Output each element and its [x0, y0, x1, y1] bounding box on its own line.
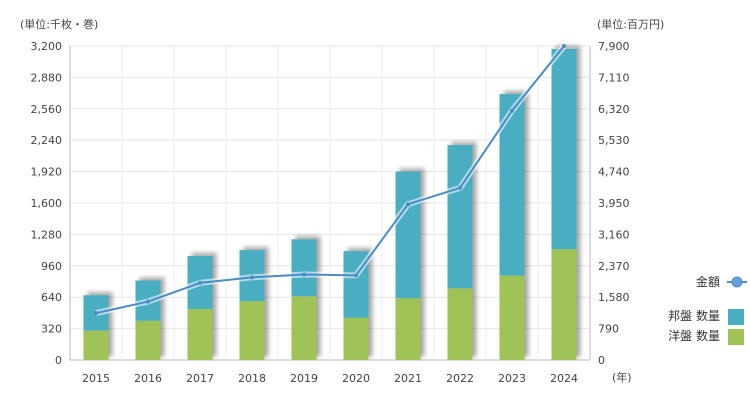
legend-line-icon[interactable]: [727, 276, 747, 288]
x-tick-label: 2016: [134, 372, 162, 385]
bars: [83, 48, 577, 360]
bar-foreign[interactable]: [187, 308, 213, 360]
x-axis-suffix-label: (年): [612, 370, 632, 384]
amount-point[interactable]: [510, 108, 514, 113]
bar-foreign[interactable]: [447, 288, 473, 360]
bar-stack[interactable]: [447, 145, 473, 360]
x-tick-label: 2018: [238, 372, 266, 385]
bar-stack[interactable]: [135, 280, 161, 360]
bar-foreign[interactable]: [395, 298, 421, 360]
bar-foreign[interactable]: [499, 275, 525, 360]
axes: 0 0 320 790 640 1,580 960 2,370 1,280 3,160 1,600 3…: [31, 40, 630, 385]
bar-foreign[interactable]: [83, 330, 109, 360]
right-tick-label: 0: [598, 354, 605, 367]
bar-stack[interactable]: [239, 250, 265, 360]
legend-swatch-foreign[interactable]: [728, 329, 744, 345]
x-tick-label: 2024: [550, 372, 578, 385]
x-tick-label: 2022: [446, 372, 474, 385]
right-tick-label: 790: [598, 323, 619, 336]
left-tick-label: 640: [41, 291, 62, 304]
amount-point[interactable]: [302, 272, 306, 277]
legend-swatch-domestic[interactable]: [728, 309, 744, 325]
right-tick-label: 1,580: [598, 291, 630, 304]
left-tick-label: 2,240: [31, 134, 63, 147]
amount-point[interactable]: [250, 275, 254, 280]
right-tick-label: 3,160: [598, 228, 630, 241]
x-tick-label: 2019: [290, 372, 318, 385]
amount-point[interactable]: [406, 202, 410, 207]
x-tick-label: 2023: [498, 372, 526, 385]
x-tick-label: 2020: [342, 372, 370, 385]
left-tick-label: 3,200: [31, 40, 63, 53]
right-tick-label: 7,110: [598, 71, 630, 84]
bar-foreign[interactable]: [135, 320, 161, 360]
left-tick-label: 1,280: [31, 228, 63, 241]
bar-stack[interactable]: [83, 295, 109, 360]
legend-label-foreign: 洋盤 数量: [668, 328, 720, 343]
x-tick-label: 2021: [394, 372, 422, 385]
x-tick-label: 2015: [82, 372, 110, 385]
bar-stack[interactable]: [187, 255, 213, 360]
amount-point[interactable]: [458, 185, 462, 190]
bar-foreign[interactable]: [343, 317, 369, 360]
legend-label-domestic: 邦盤 数量: [668, 308, 720, 323]
bar-domestic[interactable]: [291, 239, 317, 297]
amount-line-path[interactable]: [95, 45, 565, 315]
amount-point[interactable]: [562, 44, 566, 48]
bar-domestic[interactable]: [447, 145, 473, 289]
left-tick-label: 2,880: [31, 71, 63, 84]
bar-stack[interactable]: [551, 48, 577, 360]
amount-point[interactable]: [198, 280, 202, 285]
amount-point[interactable]: [146, 299, 150, 304]
right-tick-label: 4,740: [598, 166, 630, 179]
amount-point[interactable]: [354, 273, 358, 278]
bar-foreign[interactable]: [551, 249, 577, 360]
bar-domestic[interactable]: [551, 48, 577, 250]
legend-label-amount: 金額: [696, 274, 720, 289]
legend: 金額 邦盤 数量 洋盤 数量: [668, 274, 747, 345]
left-tick-label: 0: [55, 354, 62, 367]
x-tick-label: 2017: [186, 372, 214, 385]
left-axis-unit-label: (単位:千枚・巻): [20, 17, 98, 31]
amount-line: [94, 44, 567, 317]
left-tick-label: 2,560: [31, 103, 63, 116]
right-tick-label: 6,320: [598, 103, 630, 116]
left-tick-label: 320: [41, 323, 62, 336]
left-tick-label: 1,920: [31, 166, 63, 179]
left-tick-label: 960: [41, 260, 62, 273]
bar-stack[interactable]: [395, 171, 421, 360]
bar-stack[interactable]: [291, 239, 317, 360]
bar-stack[interactable]: [499, 94, 525, 360]
amount-point[interactable]: [94, 311, 98, 316]
bar-foreign[interactable]: [291, 296, 317, 360]
bar-domestic[interactable]: [395, 171, 421, 299]
right-axis-unit-label: (単位:百万円): [597, 17, 664, 31]
right-tick-label: 3,950: [598, 197, 630, 210]
right-tick-label: 2,370: [598, 260, 630, 273]
bar-foreign[interactable]: [239, 301, 265, 360]
right-tick-label: 7,900: [598, 40, 630, 53]
left-tick-label: 1,600: [31, 197, 63, 210]
right-tick-label: 5,530: [598, 134, 630, 147]
